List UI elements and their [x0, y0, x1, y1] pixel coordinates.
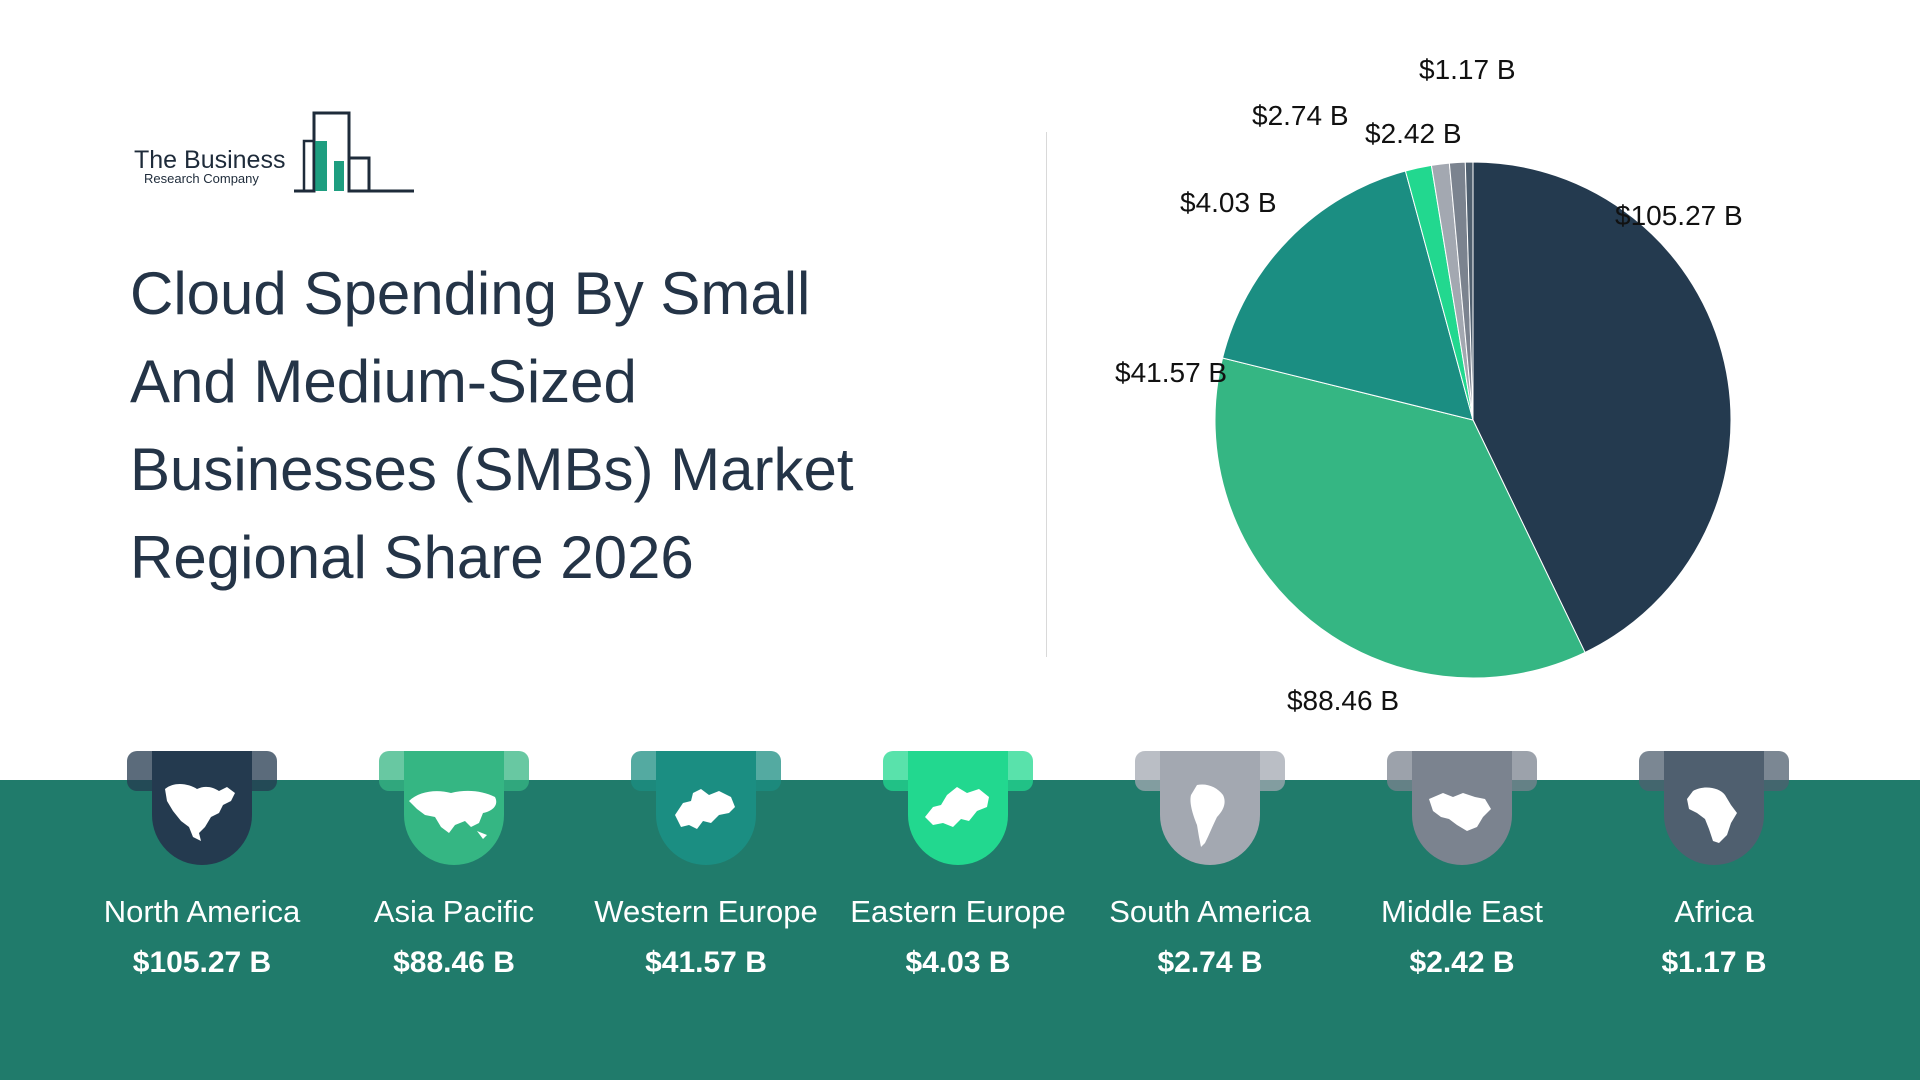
pie-slice-asia-pacific: [1214, 357, 1586, 679]
region-shield: [631, 751, 781, 865]
pie-label-africa: $1.17 B: [1419, 54, 1516, 85]
region-card-south-america: South America $2.74 B: [1080, 751, 1340, 1011]
region-value: $2.74 B: [1157, 946, 1263, 979]
africa-map-icon: [1687, 787, 1737, 843]
asia-map-icon: [409, 790, 497, 839]
north-america-map-icon: [165, 784, 235, 841]
region-name: Western Europe: [594, 894, 818, 929]
region-value: $1.17 B: [1661, 946, 1767, 979]
region-value: $2.42 B: [1409, 946, 1515, 979]
south-america-map-icon: [1190, 784, 1225, 847]
eastern-europe-map-icon: [925, 787, 989, 827]
region-name: Eastern Europe: [850, 894, 1066, 929]
region-value: $88.46 B: [393, 946, 515, 979]
region-shield: [883, 751, 1033, 865]
region-name: South America: [1109, 894, 1311, 929]
pie-slice-north-america: [1472, 161, 1732, 654]
pie-slice-africa: [1464, 161, 1474, 421]
company-logo: The Business Research Company: [134, 110, 424, 200]
middle-east-map-icon: [1429, 793, 1491, 831]
pie-label-asia-pacific: $88.46 B: [1287, 685, 1399, 716]
logo-text-secondary: Research Company: [144, 171, 259, 186]
western-europe-map-icon: [675, 789, 735, 829]
region-card-western-europe: Western Europe $41.57 B: [576, 751, 836, 1011]
region-value: $41.57 B: [645, 946, 767, 979]
region-card-north-america: North America $105.27 B: [72, 751, 332, 1011]
region-card-asia-pacific: Asia Pacific $88.46 B: [324, 751, 584, 1011]
pie-label-north-america: $105.27 B: [1615, 200, 1743, 231]
region-shield: [1387, 751, 1537, 865]
region-name: Africa: [1674, 894, 1754, 929]
region-shield: [379, 751, 529, 865]
pie-label-south-america: $2.74 B: [1252, 100, 1349, 131]
region-name: North America: [103, 894, 301, 929]
region-value: $105.27 B: [132, 946, 272, 979]
page-title: Cloud Spending By Small And Medium-Sized…: [130, 260, 854, 591]
regional-share-pie-chart: $105.27 B $88.46 B $41.57 B $4.03 B $2.74 B $…: [1115, 54, 1743, 716]
pie-slice-western-europe: [1221, 170, 1474, 421]
region-shield: [127, 751, 277, 865]
region-card-africa: Africa $1.17 B: [1584, 751, 1844, 1011]
region-name: Asia Pacific: [373, 894, 535, 929]
vertical-divider: [1046, 132, 1047, 657]
region-card-middle-east: Middle East $2.42 B: [1332, 751, 1592, 1011]
pie-label-western-europe: $41.57 B: [1115, 357, 1227, 388]
region-card-eastern-europe: Eastern Europe $4.03 B: [828, 751, 1088, 1011]
region-shield: [1639, 751, 1789, 865]
region-shield: [1135, 751, 1285, 865]
logo-text-primary: The Business: [134, 146, 286, 174]
pie-label-eastern-europe: $4.03 B: [1180, 187, 1277, 218]
region-name: Middle East: [1381, 894, 1543, 929]
pie-label-middle-east: $2.42 B: [1365, 118, 1462, 149]
region-value: $4.03 B: [905, 946, 1011, 979]
logo-buildings-icon: [294, 111, 414, 193]
